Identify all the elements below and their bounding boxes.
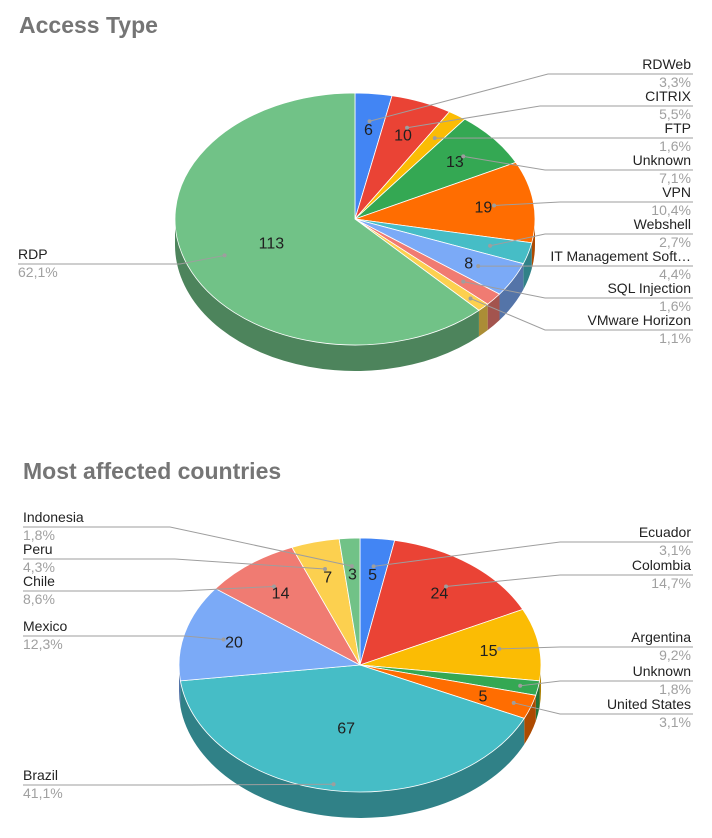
- pie-slice-rdp: [174, 92, 480, 346]
- slice-value-mexico: 20: [225, 634, 243, 651]
- slice-label-vpn: VPN: [662, 184, 691, 200]
- slice-value-citrix: 10: [394, 128, 412, 145]
- slice-percent-chile: 8,6%: [23, 591, 55, 607]
- slice-value-chile: 14: [272, 586, 290, 603]
- leader-line-argentina: [499, 646, 693, 650]
- slice-value-peru: 7: [323, 569, 332, 586]
- pie-side-sql-injection: [487, 294, 500, 331]
- leader-line-rdp: [18, 254, 225, 265]
- slice-value-argentina: 15: [480, 643, 498, 660]
- slice-percent-webshell: 2,7%: [659, 234, 691, 250]
- slice-label-citrix: CITRIX: [645, 88, 692, 104]
- slice-value-united-states: 5: [479, 688, 488, 705]
- pie-slice-brazil: [179, 664, 525, 793]
- slice-label-colombia: Colombia: [632, 557, 691, 573]
- slice-label-rdp: RDP: [18, 246, 48, 262]
- slice-percent-brazil: 41,1%: [23, 785, 63, 801]
- slice-percent-rdweb: 3,3%: [659, 74, 691, 90]
- pie-side-rdp: [175, 219, 479, 372]
- pie-side-brazil: [180, 680, 525, 819]
- leader-line-vpn: [494, 201, 693, 206]
- slice-value-brazil: 67: [337, 721, 355, 738]
- slice-label-it-management-soft: IT Management Soft…: [550, 248, 691, 264]
- slice-percent-argentina: 9,2%: [659, 647, 691, 663]
- chart-title-access-type: Access Type: [19, 12, 158, 38]
- slice-label-peru: Peru: [23, 541, 53, 557]
- leader-line-sql-injection: [463, 281, 693, 299]
- slice-label-webshell: Webshell: [634, 216, 691, 232]
- slice-percent-it-management-soft: 4,4%: [659, 266, 691, 282]
- slice-label-chile: Chile: [23, 573, 55, 589]
- slice-percent-unknown: 7,1%: [659, 170, 691, 186]
- slice-value-rdp: 113: [259, 235, 285, 252]
- leader-line-unknown: [520, 680, 693, 687]
- slice-percent-ecuador: 3,1%: [659, 542, 691, 558]
- pie-slice-mexico: [178, 588, 362, 682]
- leader-line-brazil: [23, 783, 334, 786]
- slice-label-ecuador: Ecuador: [639, 524, 691, 540]
- slice-value-it-management-soft: 8: [464, 256, 473, 273]
- slice-value-unknown: 13: [446, 154, 464, 171]
- leader-line-citrix: [406, 105, 693, 129]
- slice-percent-unknown: 1,8%: [659, 681, 691, 697]
- slice-label-sql-injection: SQL Injection: [607, 280, 691, 296]
- pie-slice-argentina: [359, 608, 542, 682]
- chart-title-most-affected-countries: Most affected countries: [23, 458, 282, 484]
- pie-slice-indonesia: [338, 537, 361, 666]
- access-type-pie-chart: 6 1013198113RDWeb3,3%CITRIX5,5%FTP1,6%Unk…: [18, 56, 693, 372]
- slice-label-ftp: FTP: [665, 120, 691, 136]
- slice-percent-citrix: 5,5%: [659, 106, 691, 122]
- slice-percent-rdp: 62,1%: [18, 264, 58, 280]
- slice-percent-united-states: 3,1%: [659, 714, 691, 730]
- slice-percent-indonesia: 1,8%: [23, 527, 55, 543]
- slice-value-rdweb: 6: [364, 122, 373, 139]
- leader-line-mexico: [23, 635, 224, 641]
- leader-line-unknown: [463, 155, 693, 171]
- slice-label-mexico: Mexico: [23, 618, 68, 634]
- slice-percent-colombia: 14,7%: [651, 575, 691, 591]
- leader-line-ecuador: [373, 541, 693, 567]
- leader-line-peru: [23, 558, 326, 570]
- slice-label-rdweb: RDWeb: [642, 56, 691, 72]
- slice-label-brazil: Brazil: [23, 767, 58, 783]
- slice-label-unknown: Unknown: [633, 663, 691, 679]
- leader-line-chile: [23, 585, 274, 592]
- leader-line-vmware-horizon: [470, 298, 693, 331]
- slice-label-argentina: Argentina: [631, 629, 691, 645]
- slice-value-indonesia: 3: [348, 567, 357, 584]
- slice-value-ecuador: 5: [368, 567, 377, 584]
- leader-line-webshell: [489, 233, 693, 247]
- slice-percent-peru: 4,3%: [23, 559, 55, 575]
- pie-side-vmware-horizon: [478, 304, 488, 337]
- leader-line-united-states: [513, 702, 693, 715]
- slice-label-indonesia: Indonesia: [23, 509, 84, 525]
- pie-side-unknown: [535, 680, 540, 722]
- slice-label-vmware-horizon: VMware Horizon: [588, 312, 691, 328]
- leader-line-colombia: [445, 574, 693, 587]
- pie-slice-colombia: [359, 539, 524, 666]
- slice-percent-vpn: 10,4%: [651, 202, 691, 218]
- leader-line-rdweb: [369, 73, 693, 122]
- slice-percent-sql-injection: 1,6%: [659, 298, 691, 314]
- slice-value-vpn: 19: [474, 200, 492, 217]
- slice-percent-vmware-horizon: 1,1%: [659, 330, 691, 346]
- slice-value-colombia: 24: [431, 586, 449, 603]
- leader-line-indonesia: [23, 526, 352, 567]
- slice-percent-ftp: 1,6%: [659, 138, 691, 154]
- pie-side-it-management-soft: [499, 263, 524, 321]
- slice-label-unknown: Unknown: [633, 152, 691, 168]
- slice-label-united-states: United States: [607, 696, 691, 712]
- slice-percent-mexico: 12,3%: [23, 636, 63, 652]
